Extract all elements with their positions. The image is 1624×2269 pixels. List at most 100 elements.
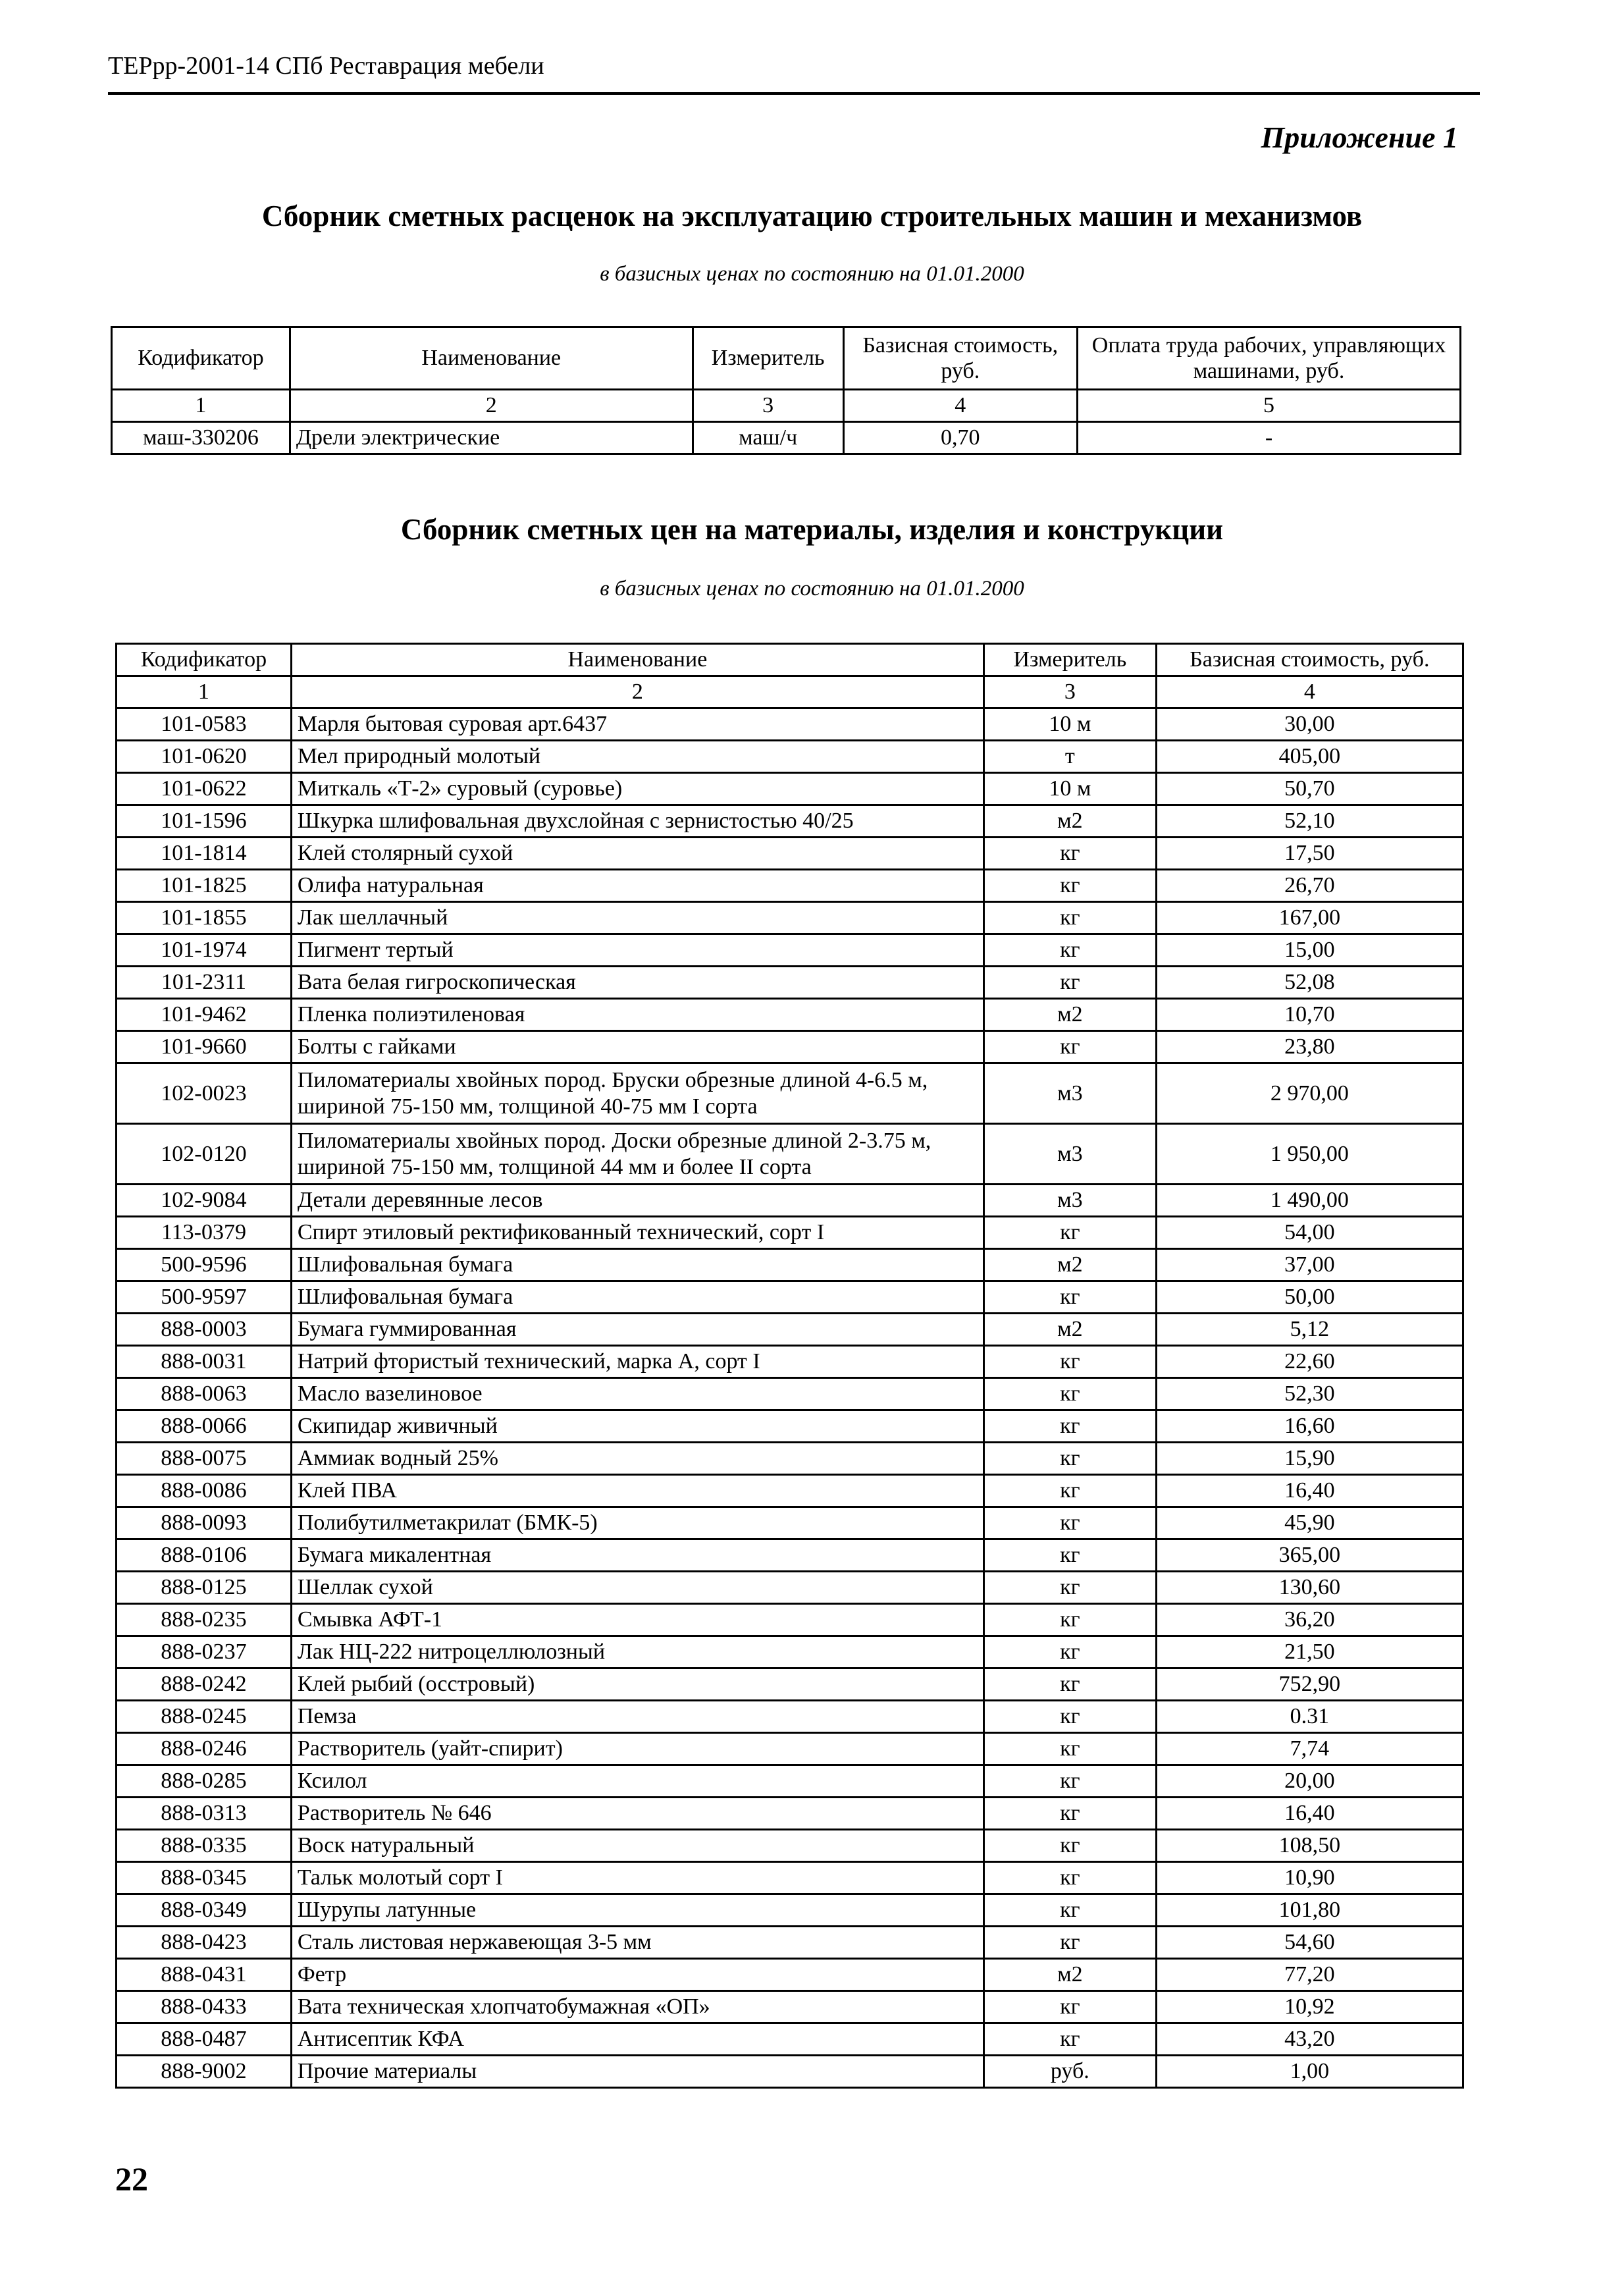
table-cell: Наименование — [290, 643, 985, 677]
table-cell: Пемза — [290, 1699, 985, 1734]
table-row: 101-0620 Мел природный молотый т 405,00 — [115, 739, 1465, 774]
table-row: 101-1596 Шкурка шлифовальная двухслойная … — [115, 804, 1465, 838]
table-cell: - — [1076, 421, 1461, 455]
table-cell: кг — [982, 1699, 1157, 1734]
table-cell: 15,90 — [1155, 1441, 1465, 1476]
table-cell: Мел природный молотый — [290, 739, 985, 774]
table-cell: 365,00 — [1155, 1538, 1465, 1572]
table-row: 888-0431 Фетр м2 77,20 — [115, 1958, 1465, 1992]
table-cell: 888-0003 — [115, 1312, 292, 1347]
table-cell: 101-1825 — [115, 868, 292, 903]
table-cell: 888-0237 — [115, 1635, 292, 1669]
table-row: 101-9660 Болты с гайками кг 23,80 — [115, 1030, 1465, 1064]
table-cell: 888-0423 — [115, 1925, 292, 1960]
table-cell: 1,00 — [1155, 2054, 1465, 2089]
table-cell: 0,70 — [842, 421, 1079, 455]
table-cell: 52,30 — [1155, 1377, 1465, 1411]
table-cell: Марля бытовая суровая арт.6437 — [290, 707, 985, 741]
table-cell: Масло вазелиновое — [290, 1377, 985, 1411]
table-cell: 1 490,00 — [1155, 1183, 1465, 1217]
table-cell: 888-0235 — [115, 1603, 292, 1637]
table-cell: Растворитель № 646 — [290, 1796, 985, 1830]
table-row: 888-0066 Скипидар живичный кг 16,60 — [115, 1409, 1465, 1443]
table-row: 888-0423 Сталь листовая нержавеющая 3-5 м… — [115, 1925, 1465, 1960]
table-cell: 102-0120 — [115, 1123, 292, 1185]
table-cell: 405,00 — [1155, 739, 1465, 774]
table-cell: 101-0622 — [115, 772, 292, 806]
table-cell: м2 — [982, 998, 1157, 1032]
table-row: 102-9084 Детали деревянные лесов м3 1 490,0… — [115, 1183, 1465, 1217]
table-cell: кг — [982, 1409, 1157, 1443]
table-row: 101-2311 Вата белая гигроскопическая кг 52,… — [115, 965, 1465, 1000]
table-cell: кг — [982, 933, 1157, 967]
table-cell: кг — [982, 1570, 1157, 1605]
table-row: маш-330206 Дрели электрические маш/ч 0,70- — [111, 421, 1461, 455]
table-row: 888-0335 Воск натуральный кг 108,50 — [115, 1829, 1465, 1863]
table-cell: 77,20 — [1155, 1958, 1465, 1992]
table-cell: Болты с гайками — [290, 1030, 985, 1064]
table-cell: 888-0335 — [115, 1829, 292, 1863]
table-cell: 17,50 — [1155, 836, 1465, 870]
table-cell: 1 — [115, 675, 292, 709]
table-cell: 10 м — [982, 707, 1157, 741]
table-cell: 888-0125 — [115, 1570, 292, 1605]
table-row: 888-0433 Вата техническая хлопчатобумажна… — [115, 1990, 1465, 2024]
table-cell: 102-0023 — [115, 1062, 292, 1125]
table-cell: 888-0031 — [115, 1345, 292, 1379]
table-cell: 16,40 — [1155, 1474, 1465, 1508]
table-cell: кг — [982, 1215, 1157, 1250]
table-cell: 52,08 — [1155, 965, 1465, 1000]
table-cell: м2 — [982, 1312, 1157, 1347]
table-cell: 101-1855 — [115, 901, 292, 935]
table-cell: Клей ПВА — [290, 1474, 985, 1508]
table-row: 101-9462 Пленка полиэтиленовая м2 10,70 — [115, 998, 1465, 1032]
table-cell: 10,70 — [1155, 998, 1465, 1032]
table-cell: Пиломатериалы хвойных пород. Бруски обре… — [290, 1062, 985, 1125]
table-row: 888-0125 Шеллак сухой кг 130,60 — [115, 1570, 1465, 1605]
table-cell: 102-9084 — [115, 1183, 292, 1217]
table-cell: 1 — [111, 388, 291, 423]
table-row: 888-0003 Бумага гуммированная м2 5,12 — [115, 1312, 1465, 1347]
table-cell: 54,60 — [1155, 1925, 1465, 1960]
table-row: 888-0063 Масло вазелиновое кг 52,30 — [115, 1377, 1465, 1411]
table-row: 113-0379 Спирт этиловый ректификованный т… — [115, 1215, 1465, 1250]
table-cell: 1 950,00 — [1155, 1123, 1465, 1185]
appendix-label: Приложение 1 — [1261, 120, 1458, 154]
table-cell: 5 — [1076, 388, 1461, 423]
table-row: 888-0086 Клей ПВА кг 16,40 — [115, 1474, 1465, 1508]
table-cell: Бумага микалентная — [290, 1538, 985, 1572]
table-row: 101-1974 Пигмент тертый кг 15,00 — [115, 933, 1465, 967]
table-cell: 888-0345 — [115, 1861, 292, 1895]
table-cell: 2 — [290, 675, 985, 709]
table-row: 888-0349 Шурупы латунные кг 101,80 — [115, 1893, 1465, 1927]
table-cell: 15,00 — [1155, 933, 1465, 967]
table-cell: 0.31 — [1155, 1699, 1465, 1734]
table-cell: Прочие материалы — [290, 2054, 985, 2089]
table-cell: Антисептик КФА — [290, 2022, 985, 2056]
table-row: 888-9002 Прочие материалы руб. 1,00 — [115, 2054, 1465, 2089]
table-cell: 4 — [1155, 675, 1465, 709]
table-cell: Клей рыбий (осстровый) — [290, 1667, 985, 1701]
table-cell: 101-2311 — [115, 965, 292, 1000]
table-cell: кг — [982, 1796, 1157, 1830]
table-cell: 752,90 — [1155, 1667, 1465, 1701]
table-row: 102-0023 Пиломатериалы хвойных пород. Бру… — [115, 1062, 1465, 1125]
table-cell: 37,00 — [1155, 1248, 1465, 1282]
table-row: 888-0235 Смывка АФТ-1 кг 36,20 — [115, 1603, 1465, 1637]
table-cell: 21,50 — [1155, 1635, 1465, 1669]
table-cell: 4 — [842, 388, 1079, 423]
table-cell: 888-0246 — [115, 1732, 292, 1766]
table-cell: 888-0349 — [115, 1893, 292, 1927]
table-cell: 5,12 — [1155, 1312, 1465, 1347]
machines-table: Кодификатор Наименование Измеритель Базисна… — [111, 326, 1461, 455]
table-cell: 888-0075 — [115, 1441, 292, 1476]
table-cell: т — [982, 739, 1157, 774]
table-row: 888-0245 Пемза кг 0.31 — [115, 1699, 1465, 1734]
table-cell: Вата техническая хлопчатобумажная «ОП» — [290, 1990, 985, 2024]
table-row: 101-1855 Лак шеллачный кг 167,00 — [115, 901, 1465, 935]
table-row: 888-0031 Натрий фтористый технический, ма… — [115, 1345, 1465, 1379]
table-cell: кг — [982, 1377, 1157, 1411]
table-cell: 500-9597 — [115, 1280, 292, 1314]
table-cell: 101-0583 — [115, 707, 292, 741]
